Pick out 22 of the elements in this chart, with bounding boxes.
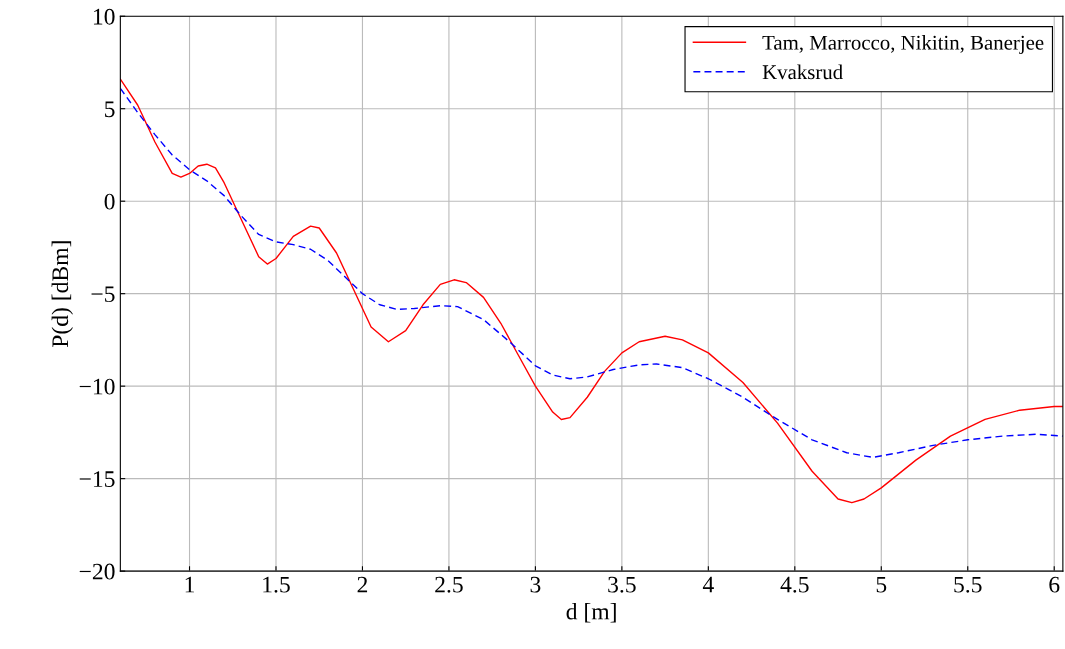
x-axis-title: d [m] [566, 602, 616, 623]
x-tick-label: 3.5 [608, 576, 636, 593]
y-tick-label: −5 [91, 286, 115, 303]
x-tick-label: 5 [876, 576, 887, 593]
x-tick-label: 2.5 [435, 576, 463, 593]
y-tick-label: −20 [79, 563, 115, 580]
legend-label: Tam, Marrocco, Nikitin, Banerjee [762, 35, 1044, 54]
x-tick-label: 6 [1049, 576, 1060, 593]
legend-label: Kvaksrud [762, 64, 843, 80]
y-axis-title: P(d) [dBm] [51, 241, 73, 348]
y-tick-label: −15 [79, 471, 115, 488]
y-tick-label: 0 [104, 193, 115, 210]
x-tick-label: 2 [357, 576, 368, 593]
x-tick-label: 1.5 [263, 576, 290, 593]
y-tick-label: 5 [105, 101, 115, 118]
x-tick-label: 5.5 [954, 576, 982, 593]
y-tick-label: 10 [93, 8, 115, 25]
x-tick-label: 4 [702, 576, 714, 593]
y-tick-label: −10 [79, 378, 115, 395]
x-tick-label: 1 [185, 576, 195, 593]
x-tick-label: 4.5 [780, 576, 809, 593]
x-tick-label: 3 [530, 576, 541, 593]
